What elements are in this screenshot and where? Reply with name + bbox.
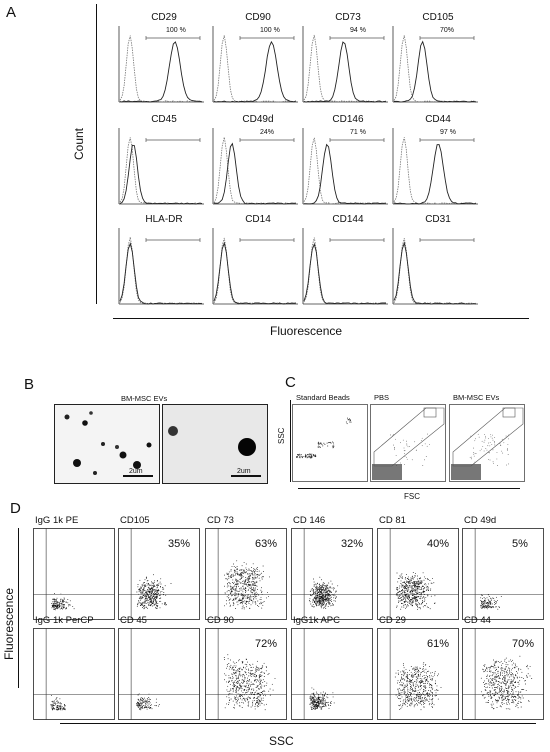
histogram-marker-label: CD146 (332, 114, 364, 125)
histogram-percent: 94 % (350, 27, 366, 34)
em-image-2-vesicles (168, 426, 256, 456)
histogram-percent: 24% (260, 129, 275, 136)
histogram-plot (392, 26, 478, 103)
facs-percent: 72% (255, 638, 278, 650)
facs-scatter-plot (462, 628, 544, 720)
scale-label-2: 2um (237, 468, 251, 475)
facs-percent: 40% (427, 538, 450, 550)
facs-plot-label: IgG 1k PerCP (35, 615, 94, 626)
facs-plot-label: CD 49d (464, 515, 497, 526)
histogram-marker-label: CD45 (151, 114, 177, 125)
facs-plot-label: IgG1k APC (293, 615, 340, 626)
scale-label-1: 2um (129, 468, 143, 475)
facs-scatter-plot (291, 528, 373, 620)
facs-plot-label: CD 146 (293, 515, 326, 526)
facs-percent: 61% (427, 638, 450, 650)
histogram-plot (302, 228, 388, 305)
histogram-marker-label: CD14 (245, 214, 271, 225)
panel-d-x-label: SSC (269, 734, 294, 748)
facs-scatter-plot (377, 528, 459, 620)
facs-plot-label: CD 81 (379, 515, 406, 526)
histogram-marker-label: CD144 (332, 214, 364, 225)
facs-plot-label: CD 45 (120, 615, 147, 626)
histogram-plot (302, 128, 388, 205)
em-image-1-vesicles (64, 411, 152, 475)
histogram-marker-label: CD44 (425, 114, 451, 125)
facs-scatter-plot (118, 628, 200, 720)
histogram-percent: 97 % (440, 129, 456, 136)
panel-a-letter: A (6, 4, 17, 21)
panel-b-letter: B (24, 376, 35, 393)
histogram-plot (118, 228, 204, 305)
histogram-marker-label: CD31 (425, 214, 451, 225)
facs-plot-label: CD 73 (207, 515, 234, 526)
fsc-ssc-plot (370, 404, 446, 482)
fsc-ssc-plot-title: PBS (374, 393, 390, 402)
facs-percent: 70% (512, 638, 535, 650)
facs-scatter-plot (462, 528, 544, 620)
em-image-2: 2um (162, 404, 268, 484)
facs-plot-label: IgG 1k PE (35, 515, 79, 526)
histogram-plot (302, 26, 388, 103)
panel-c-y-axis-line (290, 400, 291, 482)
histogram-plot (212, 228, 298, 305)
histogram-plot (212, 128, 298, 205)
scale-bar-1 (123, 475, 153, 477)
em-image-1: 2um (54, 404, 160, 484)
panel-d-letter: D (10, 500, 21, 517)
facs-percent: 5% (512, 538, 528, 550)
panel-a-x-label: Fluorescence (270, 324, 343, 338)
histogram-percent: 71 % (350, 129, 366, 136)
panel-c-plots: Standard Beads PBS BM-MSC EVs (292, 393, 525, 482)
fsc-ssc-plot-title: Standard Beads (296, 393, 350, 402)
histogram-plot (118, 128, 204, 205)
facs-scatter-plot (33, 628, 115, 720)
histogram-marker-label: CD29 (151, 12, 177, 23)
facs-percent: 63% (255, 538, 278, 550)
facs-scatter-plot (205, 628, 287, 720)
histogram-plot (212, 26, 298, 103)
panel-b-title: BM-MSC EVs (121, 394, 168, 403)
panel-d-y-axis-line (18, 528, 19, 688)
histogram-marker-label: CD105 (422, 12, 454, 23)
panel-c-letter: C (285, 374, 296, 391)
histogram-plot (392, 228, 478, 305)
facs-scatter-plot (205, 528, 287, 620)
facs-scatter-plot (118, 528, 200, 620)
histogram-grid: CD29 100 % CD90 100 % CD73 94 % CD105 70% CD45 CD… (0, 0, 550, 320)
histogram-percent: 100 % (166, 27, 186, 34)
facs-plot-label: CD 90 (207, 615, 234, 626)
facs-percent: 35% (168, 538, 191, 550)
facs-percent: 32% (341, 538, 364, 550)
facs-scatter-plot (377, 628, 459, 720)
panel-d-x-axis-line (60, 723, 536, 724)
fsc-ssc-plot-title: BM-MSC EVs (453, 393, 500, 402)
facs-plot-label: CD105 (120, 515, 150, 526)
facs-scatter-plot (291, 628, 373, 720)
histogram-percent: 100 % (260, 27, 280, 34)
histogram-marker-label: CD73 (335, 12, 361, 23)
histogram-plot (392, 128, 478, 205)
panel-a-x-axis-line (113, 318, 529, 319)
facs-scatter-plot (33, 528, 115, 620)
histogram-plot (118, 26, 204, 103)
facs-plot-label: CD 29 (379, 615, 406, 626)
facs-plot-label: CD 44 (464, 615, 491, 626)
scale-bar-2 (231, 475, 261, 477)
panel-a-y-axis-line (96, 4, 97, 304)
fsc-ssc-plot (292, 404, 368, 482)
histogram-marker-label: HLA-DR (145, 214, 183, 225)
histogram-percent: 70% (440, 27, 455, 34)
histogram-marker-label: CD49d (242, 114, 274, 125)
panel-c-x-axis-line (298, 488, 520, 489)
fsc-ssc-plot (449, 404, 525, 482)
histogram-marker-label: CD90 (245, 12, 271, 23)
panel-c-x-label: FSC (404, 492, 420, 501)
